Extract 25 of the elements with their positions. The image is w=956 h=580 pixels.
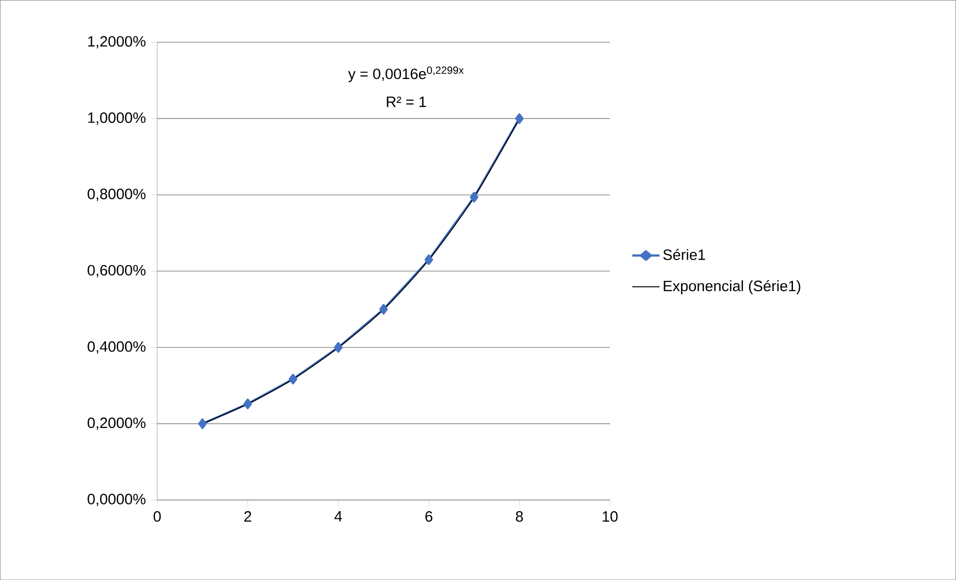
y-tick-label: 0,0000% xyxy=(88,494,146,506)
legend-label: Exponencial (Série1) xyxy=(664,280,800,294)
point xyxy=(379,304,388,314)
point xyxy=(515,113,524,124)
y-tick-label: 1,2000% xyxy=(88,36,146,48)
y-tick-label: 0,2000% xyxy=(88,417,146,430)
x-tick-label: 0 xyxy=(154,511,161,522)
x-tick-label: 6 xyxy=(425,511,432,522)
y-tick-label: 0,6000% xyxy=(88,264,146,278)
y-tick-label: 0,4000% xyxy=(88,341,146,354)
x-tick-label: 10 xyxy=(602,511,618,522)
point xyxy=(244,398,252,410)
legend-label: Série1 xyxy=(663,248,706,260)
x-tick-label: 4 xyxy=(334,511,342,522)
y-tick-label: 1,0000% xyxy=(88,112,146,125)
annotation: y = 0,0016e$^{0,2299x}$ xyxy=(348,66,464,82)
annotation: R² = 1 xyxy=(386,96,426,107)
x-tick-label: 2 xyxy=(244,511,252,522)
point xyxy=(334,342,343,353)
x-tick-label: 8 xyxy=(516,511,523,522)
y-tick-label: 0,8000% xyxy=(88,188,146,201)
point xyxy=(288,374,298,384)
point xyxy=(198,418,207,429)
point xyxy=(424,254,434,265)
point xyxy=(470,192,478,202)
